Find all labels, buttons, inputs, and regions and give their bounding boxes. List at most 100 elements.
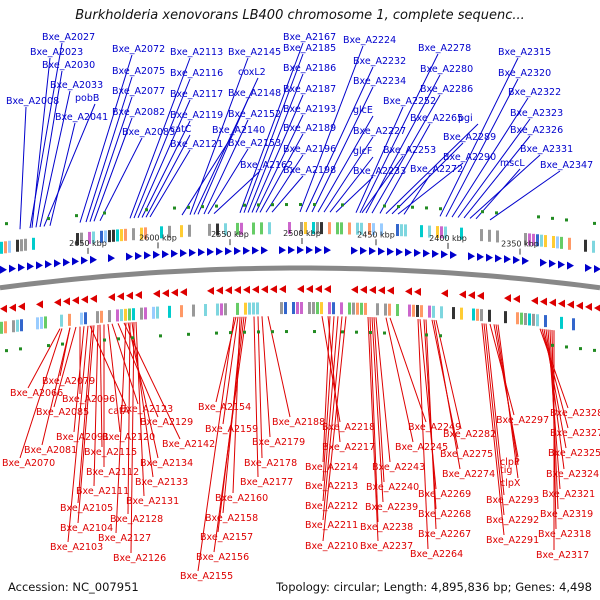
rna-marker <box>47 344 50 348</box>
gene-label: pgi <box>458 113 473 124</box>
reverse-connector <box>545 329 565 470</box>
forward-gene-arrow <box>180 249 187 258</box>
forward-connector <box>457 118 531 218</box>
forward-gene-arrow <box>324 246 331 255</box>
category-bar <box>140 307 143 320</box>
reverse-gene-arrow <box>549 298 556 307</box>
forward-gene-arrow <box>513 255 520 264</box>
forward-connector <box>299 45 364 213</box>
rna-marker <box>579 347 582 351</box>
category-bar <box>16 319 19 332</box>
reverse-gene-arrow <box>180 288 187 297</box>
forward-connector <box>271 175 304 213</box>
reverse-connector <box>77 325 93 504</box>
rna-marker <box>229 331 232 335</box>
category-bar <box>452 307 455 320</box>
category-bar <box>132 308 135 321</box>
category-bar <box>68 313 71 326</box>
category-bar <box>104 230 107 243</box>
category-bar <box>420 305 423 318</box>
category-bar <box>348 222 351 235</box>
gene-label: Bxe_A2264 <box>410 549 463 560</box>
category-bar <box>88 231 91 244</box>
reverse-gene-arrow <box>216 286 223 295</box>
gene-label: Bxe_A2121 <box>170 139 223 150</box>
category-bar <box>12 320 15 333</box>
reverse-gene-arrow <box>171 288 178 297</box>
category-bar <box>96 311 99 324</box>
category-bar <box>236 222 239 235</box>
forward-connector <box>247 73 304 213</box>
category-bar <box>144 307 147 320</box>
reverse-connector <box>197 316 235 572</box>
forward-gene-arrow <box>540 258 547 267</box>
reverse-connector <box>322 316 335 482</box>
rna-marker <box>145 208 148 212</box>
category-bar <box>224 223 227 236</box>
category-bar <box>300 302 303 314</box>
reverse-connector <box>107 324 121 433</box>
category-bar <box>444 226 447 239</box>
forward-gene-arrow <box>477 252 484 261</box>
category-bar <box>220 303 223 316</box>
category-bar <box>408 304 411 317</box>
reverse-gene-arrow <box>324 285 331 294</box>
category-bar <box>488 229 491 242</box>
reverse-gene-arrow <box>558 299 565 308</box>
forward-connector <box>259 133 304 213</box>
forward-gene-arrow <box>207 247 214 256</box>
rna-marker <box>565 345 568 349</box>
category-bar <box>180 305 183 318</box>
forward-gene-arrow <box>135 251 142 260</box>
gene-label: Bxe_A2041 <box>55 112 108 123</box>
forward-gene-arrow <box>81 256 88 265</box>
rna-marker <box>131 336 134 340</box>
reverse-connector <box>543 329 567 449</box>
rna-marker <box>341 330 344 334</box>
reverse-connector <box>322 316 331 463</box>
category-bar <box>440 306 443 319</box>
forward-connector <box>317 115 374 213</box>
gene-label: Bxe_A2185 <box>283 43 336 54</box>
reverse-gene-arrow <box>513 294 520 303</box>
forward-connector <box>379 123 431 214</box>
rna-marker <box>103 211 106 215</box>
category-bar <box>152 306 155 319</box>
gene-label: Bxe_A2237 <box>360 541 413 552</box>
category-bar <box>584 239 587 252</box>
gene-label: Bxe_A2082 <box>112 107 165 118</box>
reverse-gene-arrow <box>405 287 412 296</box>
forward-connector <box>213 170 261 214</box>
forward-connector <box>439 57 519 217</box>
category-bar <box>396 224 399 237</box>
forward-gene-arrow <box>405 248 412 257</box>
gene-label: Bxe_A2245 <box>395 442 448 453</box>
reverse-connector <box>115 322 127 534</box>
forward-connector <box>385 123 479 214</box>
reverse-connector <box>541 328 569 429</box>
reverse-gene-arrow <box>153 289 160 298</box>
gene-label: Bxe_A2218 <box>322 422 375 433</box>
category-bar <box>328 302 331 315</box>
category-bar <box>364 302 367 315</box>
reverse-connector <box>385 317 414 443</box>
category-bar <box>280 302 283 315</box>
rna-marker <box>341 203 344 207</box>
forward-connector <box>397 162 464 215</box>
reverse-gene-arrow <box>117 292 124 301</box>
gene-label: Bxe_A2140 <box>212 125 265 136</box>
forward-gene-arrow <box>504 255 511 264</box>
forward-gene-arrow <box>486 253 493 262</box>
gene-label: Bxe_A2324 <box>546 469 599 480</box>
reverse-gene-arrow <box>360 285 367 294</box>
category-bar <box>308 302 311 315</box>
rna-marker <box>215 204 218 208</box>
category-bar <box>528 313 531 326</box>
gene-label: Bxe_A2187 <box>283 84 336 95</box>
category-bar <box>520 312 523 325</box>
category-bar <box>460 307 463 320</box>
rna-marker <box>383 331 386 335</box>
gene-label: Bxe_A2072 <box>112 44 165 55</box>
forward-gene-arrow <box>63 258 70 267</box>
forward-gene-arrow <box>360 246 367 255</box>
